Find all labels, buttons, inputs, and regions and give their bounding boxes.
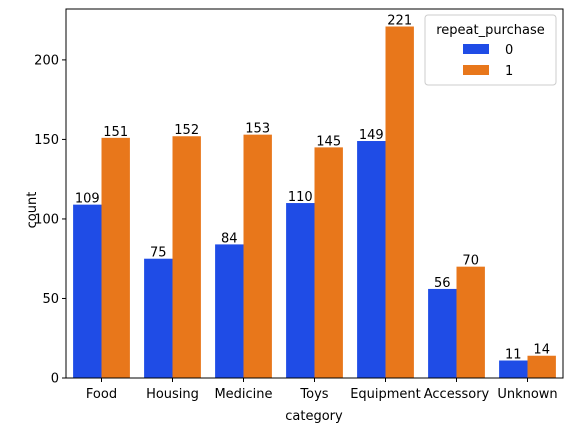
x-tick-label: Housing: [146, 387, 199, 402]
y-tick-label: 50: [42, 292, 59, 307]
bar-value-label: 151: [103, 125, 128, 140]
x-tick-label: Accessory: [424, 387, 490, 402]
bar-equipment-series-1: [386, 26, 414, 378]
bar-toys-series-1: [315, 147, 343, 378]
legend-label-1: 1: [505, 64, 513, 79]
legend-swatch-1: [463, 65, 489, 75]
legend-label-0: 0: [505, 43, 513, 58]
x-tick-label: Food: [86, 387, 117, 402]
bar-toys-series-0: [286, 203, 314, 378]
y-tick-label: 150: [34, 133, 59, 148]
bar-unknown-series-0: [499, 361, 527, 378]
legend: repeat_purchase 0 1: [425, 15, 556, 85]
y-axis-label: count: [25, 192, 40, 229]
bar-food-series-0: [73, 205, 101, 378]
bar-accessory-series-1: [457, 267, 485, 378]
bar-value-label: 70: [462, 254, 479, 269]
bar-value-label: 149: [359, 128, 384, 143]
bar-housing-series-0: [144, 259, 172, 378]
y-tick-label: 0: [51, 372, 59, 387]
bar-value-label: 75: [150, 246, 167, 261]
bar-value-label: 84: [221, 231, 238, 246]
x-axis-label: category: [285, 409, 343, 424]
legend-swatch-0: [463, 44, 489, 54]
x-tick-label: Toys: [299, 387, 328, 402]
bar-accessory-series-0: [428, 289, 456, 378]
bar-value-label: 152: [174, 123, 199, 138]
bar-value-label: 109: [75, 192, 100, 207]
bar-medicine-series-0: [215, 244, 243, 378]
y-tick-label: 200: [34, 53, 59, 68]
x-tick-label: Medicine: [214, 387, 272, 402]
bar-food-series-1: [102, 138, 130, 378]
bar-value-label: 221: [387, 13, 412, 28]
bar-value-label: 110: [288, 190, 313, 205]
bar-medicine-series-1: [244, 135, 272, 378]
bar-equipment-series-0: [357, 141, 385, 378]
bar-value-label: 145: [316, 134, 341, 149]
bar-value-label: 153: [245, 122, 270, 137]
bar-value-label: 56: [434, 276, 451, 291]
bar-housing-series-1: [173, 136, 201, 378]
bar-value-label: 14: [533, 343, 550, 358]
x-ticks-layer: Food Housing Medicine Toys Equipment Accessor…: [86, 378, 558, 402]
bar-unknown-series-1: [528, 356, 556, 378]
legend-title: repeat_purchase: [436, 23, 545, 38]
x-tick-label: Unknown: [497, 387, 557, 402]
x-tick-label: Equipment: [350, 387, 421, 402]
bar-value-label: 11: [505, 348, 522, 363]
